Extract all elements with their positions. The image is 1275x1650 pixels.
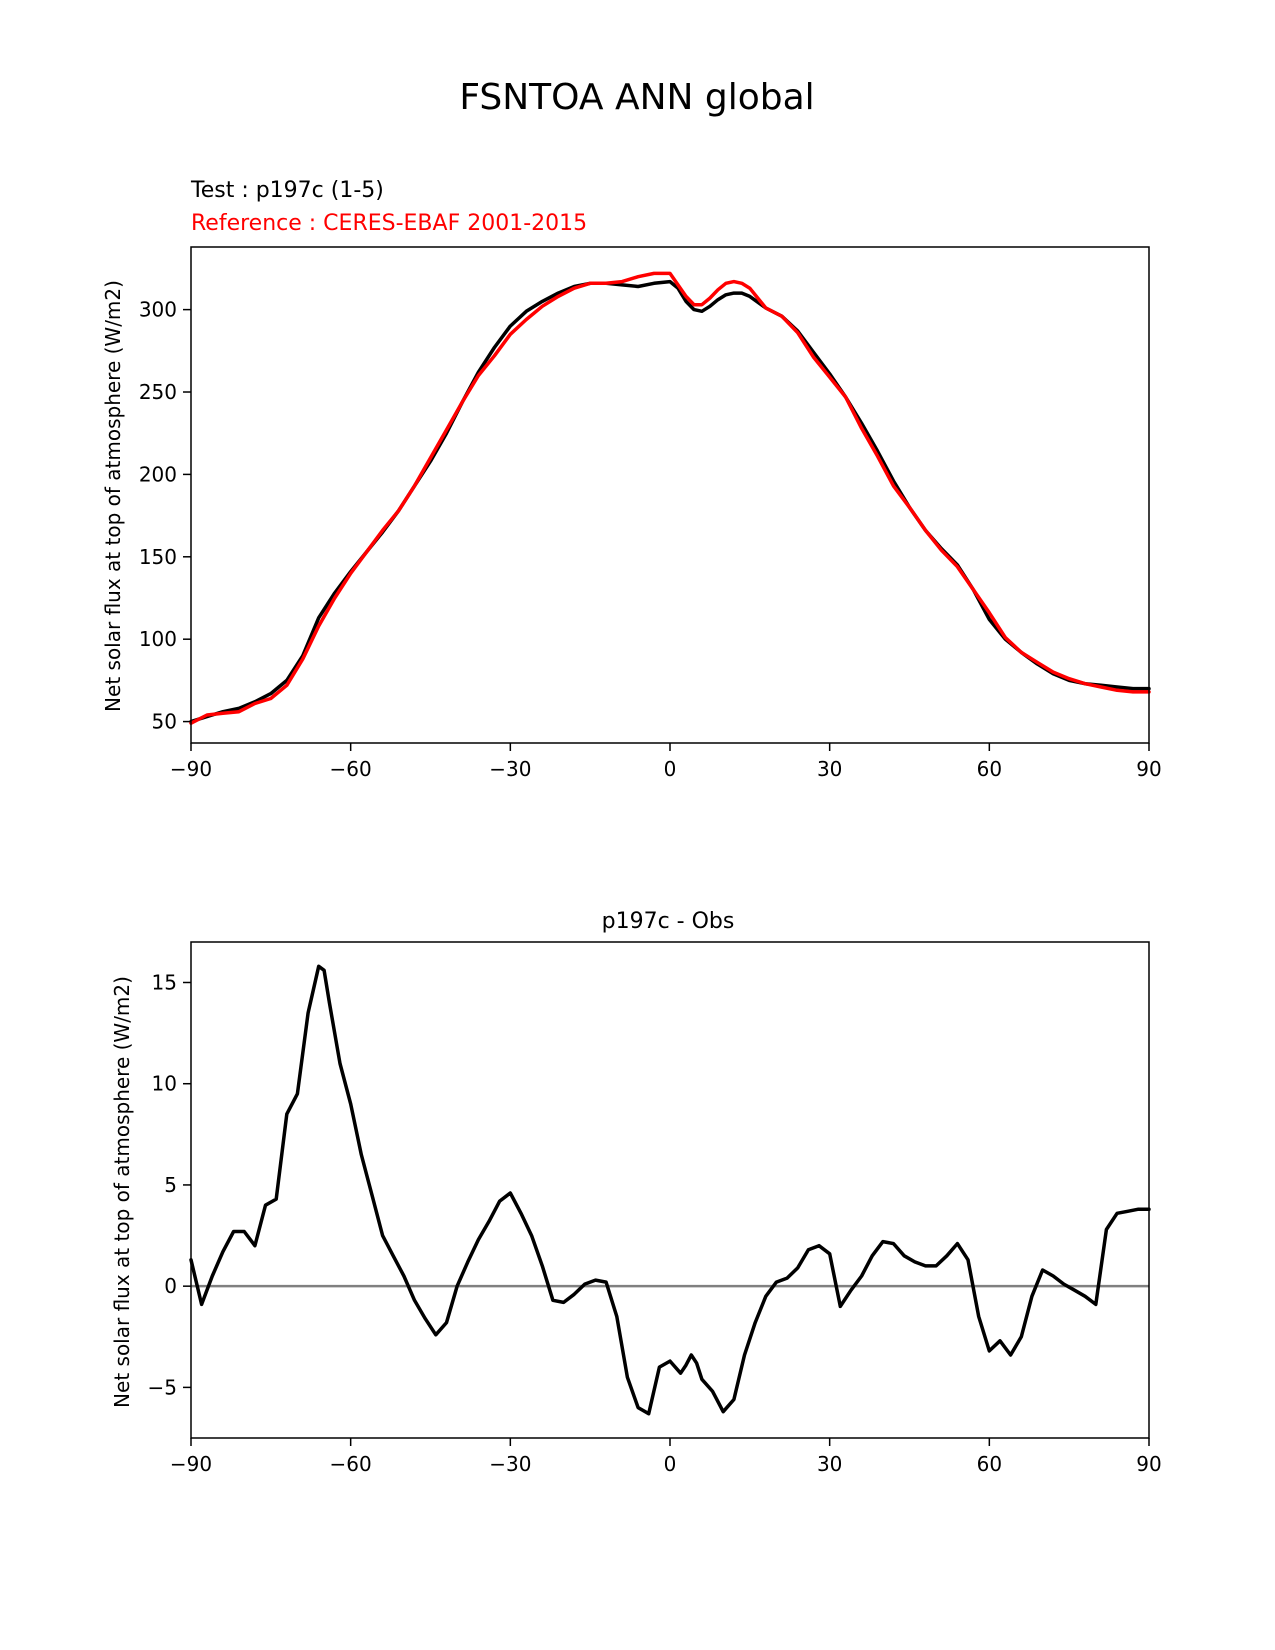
- x-tick-label: 0: [664, 757, 677, 781]
- y-tick-label: 5: [164, 1173, 177, 1197]
- x-tick-label: 90: [1136, 1452, 1161, 1476]
- bottom-panel-title: p197c - Obs: [602, 909, 735, 934]
- bottom-ylabel: Net solar flux at top of atmosphere (W/m…: [110, 976, 134, 1408]
- series-line-difference: [189, 964, 1151, 1416]
- x-tick-label: −60: [330, 1452, 372, 1476]
- x-tick-label: 90: [1136, 757, 1161, 781]
- x-tick-label: −30: [489, 757, 531, 781]
- plot-frame: [190, 246, 1150, 744]
- figure-title: FSNTOA ANN global: [459, 77, 814, 118]
- y-tick-label: 150: [139, 545, 177, 569]
- y-tick-label: 250: [139, 380, 177, 404]
- bottom-panel: p197c - Obs Net solar flux at top of atm…: [110, 909, 1162, 1476]
- reference-label: Reference : CERES-EBAF 2001-2015: [191, 211, 587, 236]
- y-tick-label: −5: [148, 1375, 177, 1399]
- y-tick-label: 10: [152, 1072, 177, 1096]
- y-tick-label: 200: [139, 462, 177, 486]
- x-tick-label: 30: [817, 1452, 842, 1476]
- top-panel: Test : p197c (1-5) Reference : CERES-EBA…: [101, 178, 1162, 781]
- y-tick-label: 300: [139, 298, 177, 322]
- x-tick-label: −90: [170, 1452, 212, 1476]
- x-tick-label: 60: [977, 757, 1002, 781]
- y-tick-label: 50: [152, 710, 177, 734]
- x-tick-label: −30: [489, 1452, 531, 1476]
- x-tick-label: 0: [664, 1452, 677, 1476]
- y-tick-label: 0: [164, 1274, 177, 1298]
- test-label: Test : p197c (1-5): [190, 178, 384, 203]
- y-tick-label: 15: [152, 970, 177, 994]
- series-line-test: [189, 279, 1151, 724]
- top-ylabel: Net solar flux at top of atmosphere (W/m…: [101, 280, 125, 712]
- x-tick-label: 30: [817, 757, 842, 781]
- x-tick-label: 60: [977, 1452, 1002, 1476]
- series-line-reference: [189, 271, 1151, 725]
- x-tick-label: −60: [330, 757, 372, 781]
- y-tick-label: 100: [139, 627, 177, 651]
- x-tick-label: −90: [170, 757, 212, 781]
